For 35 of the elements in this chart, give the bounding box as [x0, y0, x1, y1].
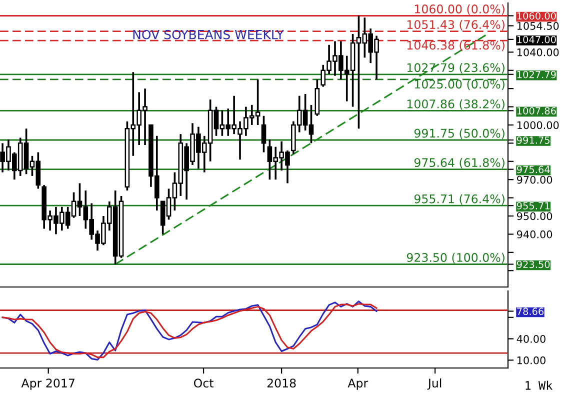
x-tick-label: Jul	[427, 378, 442, 390]
ref-line-label: 923.50 (100.0%)	[406, 252, 504, 264]
x-tick-label: Apr	[348, 378, 368, 390]
y-tick-label: 10.00	[517, 356, 546, 364]
y-tick-label: 923.50	[516, 260, 550, 268]
ref-line-label: 1060.00 (0.0%)	[414, 4, 504, 15]
y-tick-label: 1047.00	[517, 36, 556, 44]
y-tick-label: 1007.86	[517, 107, 556, 114]
ref-line-label: 1046.38 (61.8%)	[407, 40, 504, 52]
y-tick-label: 975.64	[516, 166, 550, 174]
y-tick-label: 1060.00	[517, 12, 556, 20]
x-tick-label: Oct	[194, 378, 214, 388]
y-tick-label: 1054.50	[517, 22, 559, 30]
y-tick-label: 40.00	[516, 334, 546, 343]
ref-line-label: 1027.79 (23.6%)	[407, 62, 504, 74]
y-tick-label: 950.00	[516, 212, 552, 220]
x-tick-label: 2018	[267, 378, 296, 388]
ref-line-label: 975.64 (61.8%)	[414, 158, 504, 168]
y-tick-label: 940.00	[516, 230, 552, 238]
ref-line-label: 1051.43 (76.4%)	[407, 20, 504, 30]
y-tick-label: 1040.00	[517, 48, 559, 56]
y-tick-label: 78.66	[517, 308, 544, 316]
y-tick-label: 1027.79	[517, 70, 556, 78]
ref-line-label: 1007.86 (38.2%)	[407, 99, 504, 110]
ref-line-label: 955.71 (76.4%)	[414, 194, 504, 205]
candlestick	[261, 114, 266, 154]
y-tick-label: 955.71	[516, 202, 550, 210]
text: 1 Wk	[526, 380, 553, 390]
x-tick-label: Apr 2017	[21, 378, 74, 390]
y-tick-label: 970.00	[516, 176, 552, 184]
y-tick-label: 1000.00	[517, 121, 559, 130]
text: NOV SOYBEANS WEEKLY	[133, 30, 284, 40]
ref-line-label: 991.75 (50.0%)	[414, 128, 504, 140]
y-tick-label: 991.75	[516, 136, 550, 144]
ref-line-label: 1025.00 (0.0%)	[414, 79, 504, 90]
